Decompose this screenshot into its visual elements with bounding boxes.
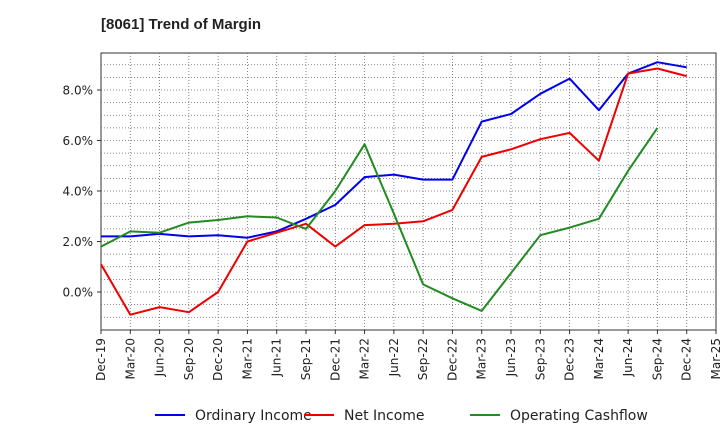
x-tick-label: Mar-22 xyxy=(358,338,372,379)
x-tick-label: Sep-22 xyxy=(416,338,430,380)
x-tick-label: Sep-24 xyxy=(650,338,664,380)
series-line-1 xyxy=(100,67,687,316)
x-tick-label: Dec-20 xyxy=(211,338,225,381)
x-tick-label: Dec-19 xyxy=(94,338,108,381)
chart-title: [8061] Trend of Margin xyxy=(101,16,262,33)
x-tick-label: Mar-24 xyxy=(592,338,606,379)
plot-frame xyxy=(100,52,717,331)
x-tick-label: Mar-20 xyxy=(123,338,137,379)
y-tick-label: 8.0% xyxy=(63,84,94,98)
legend-label: Net Income xyxy=(344,408,425,424)
x-tick-label: Dec-23 xyxy=(563,338,577,381)
x-tick-label: Dec-24 xyxy=(680,338,694,381)
x-tick-label: Sep-20 xyxy=(182,338,196,380)
legend-label: Ordinary Income xyxy=(195,408,312,424)
x-tick-label: Dec-22 xyxy=(445,338,459,381)
y-tick-label: 6.0% xyxy=(63,134,94,148)
x-tick-label: Mar-21 xyxy=(240,338,254,379)
x-tick-label: Mar-25 xyxy=(709,338,720,379)
y-tick-label: 0.0% xyxy=(63,286,94,300)
x-tick-label: Jun-20 xyxy=(153,338,167,377)
x-tick-label: Sep-23 xyxy=(533,338,547,380)
x-tick-label: Jun-21 xyxy=(270,338,284,377)
series-line-0 xyxy=(101,61,687,239)
x-tick-label: Mar-23 xyxy=(475,338,489,379)
x-tick-label: Jun-22 xyxy=(387,338,401,377)
x-tick-label: Jun-23 xyxy=(504,338,518,377)
legend-label: Operating Cashflow xyxy=(510,408,648,424)
series-line-2 xyxy=(100,127,659,312)
x-tick-label: Jun-24 xyxy=(621,338,635,377)
x-tick-label: Sep-21 xyxy=(299,338,313,380)
y-tick-label: 4.0% xyxy=(63,185,94,199)
x-tick-label: Dec-21 xyxy=(328,338,342,381)
y-tick-label: 2.0% xyxy=(63,235,94,249)
